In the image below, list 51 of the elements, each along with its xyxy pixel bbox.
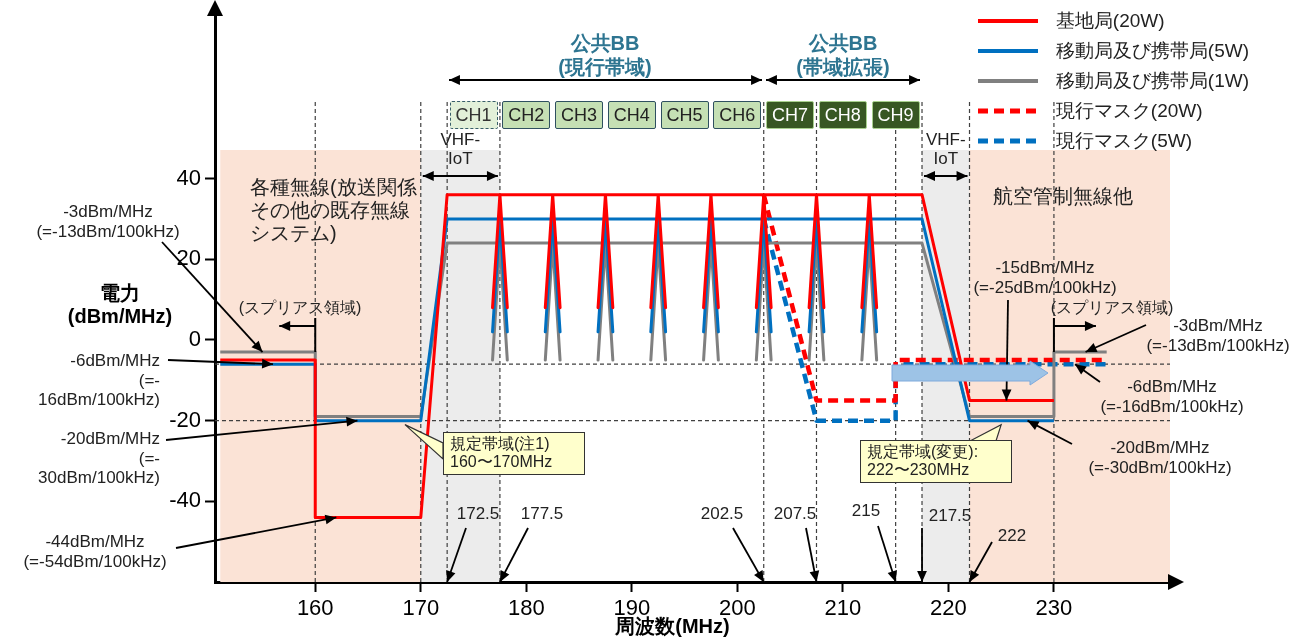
- annotation: 215: [851, 501, 881, 521]
- annotation: CH9: [871, 101, 920, 129]
- annotation: CH2: [502, 101, 551, 129]
- legend-label: 現行マスク(20W): [1055, 99, 1203, 123]
- annotation: 222: [997, 526, 1027, 546]
- y-tick-label: 20: [176, 245, 201, 271]
- annotation: 202.5: [700, 504, 744, 524]
- annotation: 公共BB (現行帯域): [558, 31, 652, 79]
- x-tick-label: 170: [402, 595, 440, 621]
- band-label: 航空管制無線他: [993, 184, 1133, 208]
- annotation: 規定帯域(注1) 160〜170MHz: [443, 432, 585, 475]
- annotation: -15dBm/MHz (=-25dBm/100kHz): [973, 258, 1117, 298]
- annotation: (スプリアス領域): [238, 298, 362, 318]
- annotation: -6dBm/MHz (=-16dBm/100kHz): [1100, 377, 1244, 417]
- annotation: CH5: [660, 101, 709, 129]
- x-tick-label: 180: [507, 595, 545, 621]
- band-label: 各種無線(放送関係その他の既存無線システム): [250, 176, 418, 245]
- annotation: -20dBm/MHz (=- 30dBm/100kHz): [38, 428, 160, 488]
- x-tick-label: 220: [930, 595, 967, 621]
- legend-label: 移動局及び携帯局(1W): [1055, 69, 1249, 93]
- annotation: 規定帯域(変更): 222〜230MHz: [860, 440, 1012, 483]
- annotation: -3dBm/MHz (=-13dBm/100kHz): [36, 202, 180, 242]
- x-tick-label: 160: [296, 595, 334, 621]
- band-label: VHF- IoT: [925, 130, 966, 169]
- annotation: CH1: [449, 101, 498, 129]
- annotation: 207.5: [773, 504, 817, 524]
- y-tick-label: 40: [176, 164, 201, 190]
- annotation: -3dBm/MHz (=-13dBm/100kHz): [1146, 316, 1290, 356]
- legend-label: 移動局及び携帯局(5W): [1055, 39, 1249, 63]
- annotation: CH6: [713, 101, 762, 129]
- annotation: 217.5: [928, 506, 972, 526]
- annotation: 172.5: [456, 504, 500, 524]
- annotation: -6dBm/MHz (=- 16dBm/100kHz): [38, 350, 160, 410]
- annotation: -44dBm/MHz (=-54dBm/100kHz): [23, 532, 167, 572]
- annotation: CH3: [555, 101, 604, 129]
- annotation: CH4: [607, 101, 656, 129]
- annotation: (スプリアス領域): [1050, 298, 1174, 318]
- legend-label: 現行マスク(5W): [1055, 129, 1192, 153]
- annotation: 公共BB (帯域拡張): [796, 31, 890, 79]
- y-tick-label: 0: [188, 326, 201, 352]
- annotation: CH7: [766, 101, 815, 129]
- annotation: CH8: [818, 101, 867, 129]
- x-tick-label: 210: [824, 595, 862, 621]
- y-tick-label: -20: [169, 406, 201, 432]
- x-tick-label: 230: [1035, 595, 1073, 621]
- annotation: -20dBm/MHz (=-30dBm/100kHz): [1088, 438, 1232, 478]
- y-axis-title: 電力 (dBm/MHz): [67, 282, 173, 328]
- legend-label: 基地局(20W): [1055, 9, 1165, 33]
- band-label: VHF- IoT: [440, 130, 481, 169]
- y-tick-label: -40: [169, 487, 201, 513]
- annotation: 177.5: [520, 504, 564, 524]
